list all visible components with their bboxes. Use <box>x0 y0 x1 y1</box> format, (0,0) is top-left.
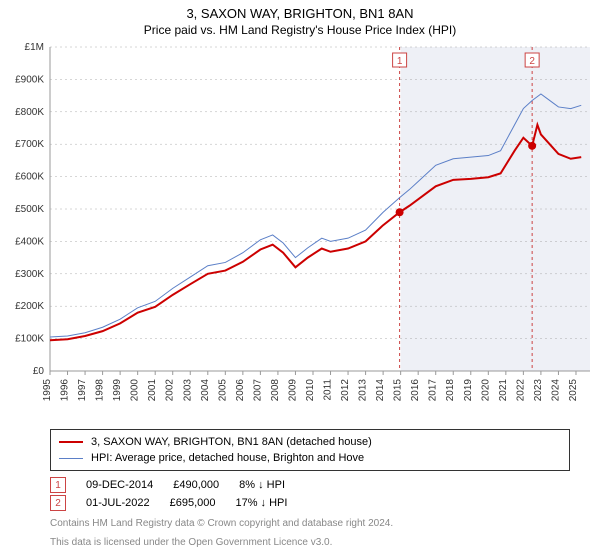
svg-text:1998: 1998 <box>95 379 106 402</box>
legend-label-hpi: HPI: Average price, detached house, Brig… <box>91 450 364 466</box>
svg-text:2008: 2008 <box>270 379 281 402</box>
svg-text:2000: 2000 <box>130 379 141 402</box>
svg-text:2023: 2023 <box>533 379 544 402</box>
svg-text:2005: 2005 <box>217 379 228 402</box>
svg-text:£800K: £800K <box>15 107 44 118</box>
svg-text:2024: 2024 <box>550 379 561 402</box>
sale-date-2: 01-JUL-2022 <box>86 497 150 509</box>
sale-row-2: 2 01-JUL-2022 £695,000 17% ↓ HPI <box>50 495 570 511</box>
legend-swatch-hpi <box>59 458 83 459</box>
chart-title: 3, SAXON WAY, BRIGHTON, BN1 8AN <box>0 0 600 21</box>
svg-text:2013: 2013 <box>358 379 369 402</box>
svg-text:2011: 2011 <box>323 379 334 401</box>
svg-text:£100K: £100K <box>15 334 44 345</box>
legend-swatch-property <box>59 441 83 443</box>
svg-text:2019: 2019 <box>463 379 474 402</box>
svg-text:2015: 2015 <box>393 379 404 402</box>
sale-row-1: 1 09-DEC-2014 £490,000 8% ↓ HPI <box>50 477 570 493</box>
svg-text:2010: 2010 <box>305 379 316 402</box>
svg-text:£500K: £500K <box>15 204 44 215</box>
legend-label-property: 3, SAXON WAY, BRIGHTON, BN1 8AN (detache… <box>91 434 372 450</box>
footer-line-2: This data is licensed under the Open Gov… <box>50 536 570 549</box>
svg-text:£200K: £200K <box>15 301 44 312</box>
svg-text:£700K: £700K <box>15 139 44 150</box>
svg-text:£300K: £300K <box>15 269 44 280</box>
sale-marker-1: 1 <box>50 477 66 493</box>
svg-text:2: 2 <box>529 56 535 67</box>
svg-text:2016: 2016 <box>410 379 421 402</box>
svg-text:2012: 2012 <box>340 379 351 402</box>
price-chart: £0 £100K £200K £300K £400K £500K £600K £700K £80… <box>0 41 600 421</box>
svg-text:2022: 2022 <box>515 379 526 402</box>
svg-text:2004: 2004 <box>200 379 211 402</box>
svg-text:£0: £0 <box>33 366 45 377</box>
svg-text:£1M: £1M <box>25 42 44 53</box>
sale-price-1: £490,000 <box>173 479 219 491</box>
svg-text:1997: 1997 <box>77 379 88 402</box>
svg-text:£600K: £600K <box>15 172 44 183</box>
chart-subtitle: Price paid vs. HM Land Registry's House … <box>0 21 600 41</box>
svg-text:2021: 2021 <box>498 379 509 402</box>
svg-text:2007: 2007 <box>252 379 263 402</box>
svg-text:2014: 2014 <box>375 379 386 402</box>
svg-text:2017: 2017 <box>428 379 439 402</box>
svg-text:£400K: £400K <box>15 236 44 247</box>
svg-text:1995: 1995 <box>42 379 53 402</box>
sale-diff-1: 8% ↓ HPI <box>239 479 285 491</box>
svg-text:2001: 2001 <box>147 379 158 402</box>
svg-text:2025: 2025 <box>568 379 579 402</box>
svg-text:2018: 2018 <box>445 379 456 402</box>
svg-text:2006: 2006 <box>235 379 246 402</box>
sale-marker-2: 2 <box>50 495 66 511</box>
svg-text:2020: 2020 <box>480 379 491 402</box>
svg-text:2009: 2009 <box>287 379 298 402</box>
svg-text:2003: 2003 <box>182 379 193 402</box>
legend: 3, SAXON WAY, BRIGHTON, BN1 8AN (detache… <box>50 429 570 471</box>
sale-price-2: £695,000 <box>170 497 216 509</box>
svg-text:1999: 1999 <box>112 379 123 402</box>
sale-date-1: 09-DEC-2014 <box>86 479 153 491</box>
sale-diff-2: 17% ↓ HPI <box>235 497 287 509</box>
footer-line-1: Contains HM Land Registry data © Crown c… <box>50 517 570 530</box>
svg-text:£900K: £900K <box>15 74 44 85</box>
svg-text:1996: 1996 <box>60 379 71 402</box>
svg-text:2002: 2002 <box>165 379 176 402</box>
svg-text:1: 1 <box>397 56 403 67</box>
